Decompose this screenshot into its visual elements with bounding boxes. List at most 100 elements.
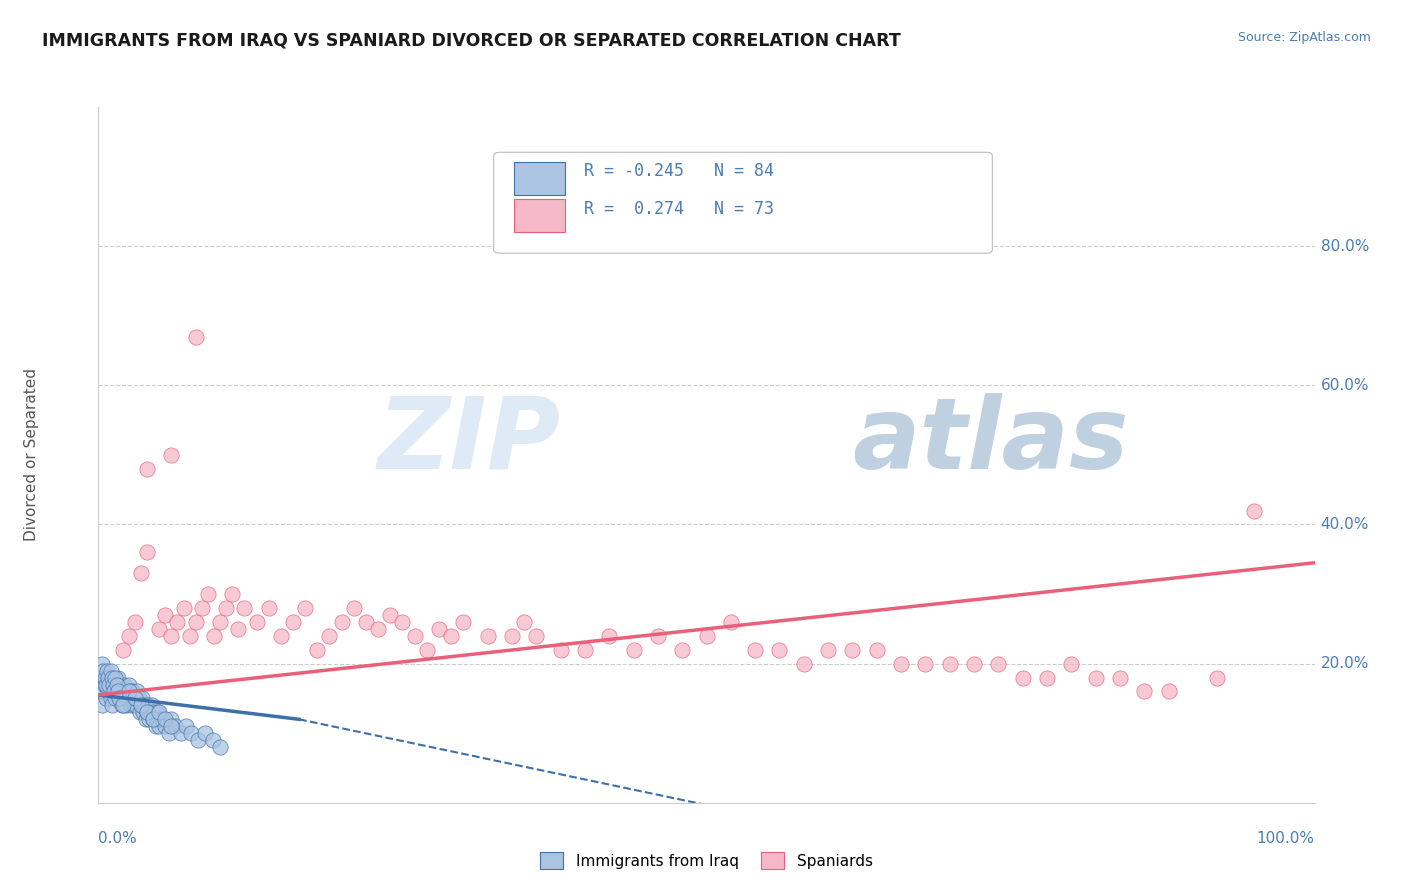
Point [103,677,125,691]
Point [194,726,217,740]
Point [354,615,377,629]
Point [1109,671,1132,685]
Point [221,587,243,601]
Point [817,642,839,657]
Point [136,706,159,720]
Text: 80.0%: 80.0% [1320,239,1369,253]
Bar [515,199,565,232]
Text: IMMIGRANTS FROM IRAQ VS SPANIARD DIVORCED OR SEPARATED CORRELATION CHART: IMMIGRANTS FROM IRAQ VS SPANIARD DIVORCE… [42,31,901,49]
Point [155,607,177,622]
Point [145,719,167,733]
Point [793,657,815,671]
Point [550,642,572,657]
Point [104,671,127,685]
Point [170,726,193,740]
Point [270,629,292,643]
Point [135,712,157,726]
Point [1206,671,1229,685]
Text: atlas: atlas [852,392,1129,490]
Point [160,719,183,733]
Point [132,706,155,720]
Point [180,726,202,740]
Point [97,684,120,698]
Point [142,712,165,726]
Point [101,698,124,713]
Text: 100.0%: 100.0% [1257,831,1315,846]
Point [623,642,645,657]
Point [160,448,183,462]
Point [108,691,131,706]
Point [107,671,129,685]
Text: ZIP: ZIP [378,392,561,490]
Point [427,622,450,636]
Point [209,740,232,755]
Point [1133,684,1156,698]
Point [367,622,389,636]
Point [120,698,142,713]
Point [281,615,304,629]
Point [124,615,146,629]
Point [138,712,160,726]
Point [110,691,132,706]
Point [103,684,125,698]
Point [128,691,150,706]
Point [136,462,159,476]
Point [128,706,150,720]
Point [91,684,114,698]
Point [131,691,153,706]
Point [104,691,127,706]
Point [96,664,118,678]
Point [404,629,426,643]
Point [98,677,121,691]
Point [647,629,669,643]
Point [134,698,156,713]
Point [233,601,256,615]
Point [1036,671,1059,685]
Point [841,642,863,657]
Point [91,698,114,713]
Point [93,677,115,691]
Point [148,622,170,636]
Point [307,642,329,657]
Point [105,677,128,691]
Point [136,698,159,713]
Point [163,719,186,733]
Point [100,664,122,678]
Point [124,691,146,706]
Point [987,657,1010,671]
Point [598,629,620,643]
Point [179,629,201,643]
Point [318,629,340,643]
Point [671,642,693,657]
Point [380,607,402,622]
Text: Source: ZipAtlas.com: Source: ZipAtlas.com [1237,31,1371,45]
Point [174,719,197,733]
Point [111,642,134,657]
Point [105,684,128,698]
Point [150,712,173,726]
Text: 0.0%: 0.0% [98,831,138,846]
Point [122,698,145,713]
Point [197,587,219,601]
Point [94,677,117,691]
Point [890,657,912,671]
Point [148,706,170,720]
Point [94,691,117,706]
Point [866,642,889,657]
Point [146,706,169,720]
Point [215,601,238,615]
Point [127,684,149,698]
Point [91,664,114,678]
Point [143,706,166,720]
Point [160,712,183,726]
Point [744,642,766,657]
Text: 60.0%: 60.0% [1320,378,1369,392]
Point [720,615,742,629]
Text: 20.0%: 20.0% [1320,657,1369,671]
Point [118,684,141,698]
Point [257,601,280,615]
Point [136,706,159,720]
Point [118,691,141,706]
Point [141,698,163,713]
Point [136,545,159,559]
